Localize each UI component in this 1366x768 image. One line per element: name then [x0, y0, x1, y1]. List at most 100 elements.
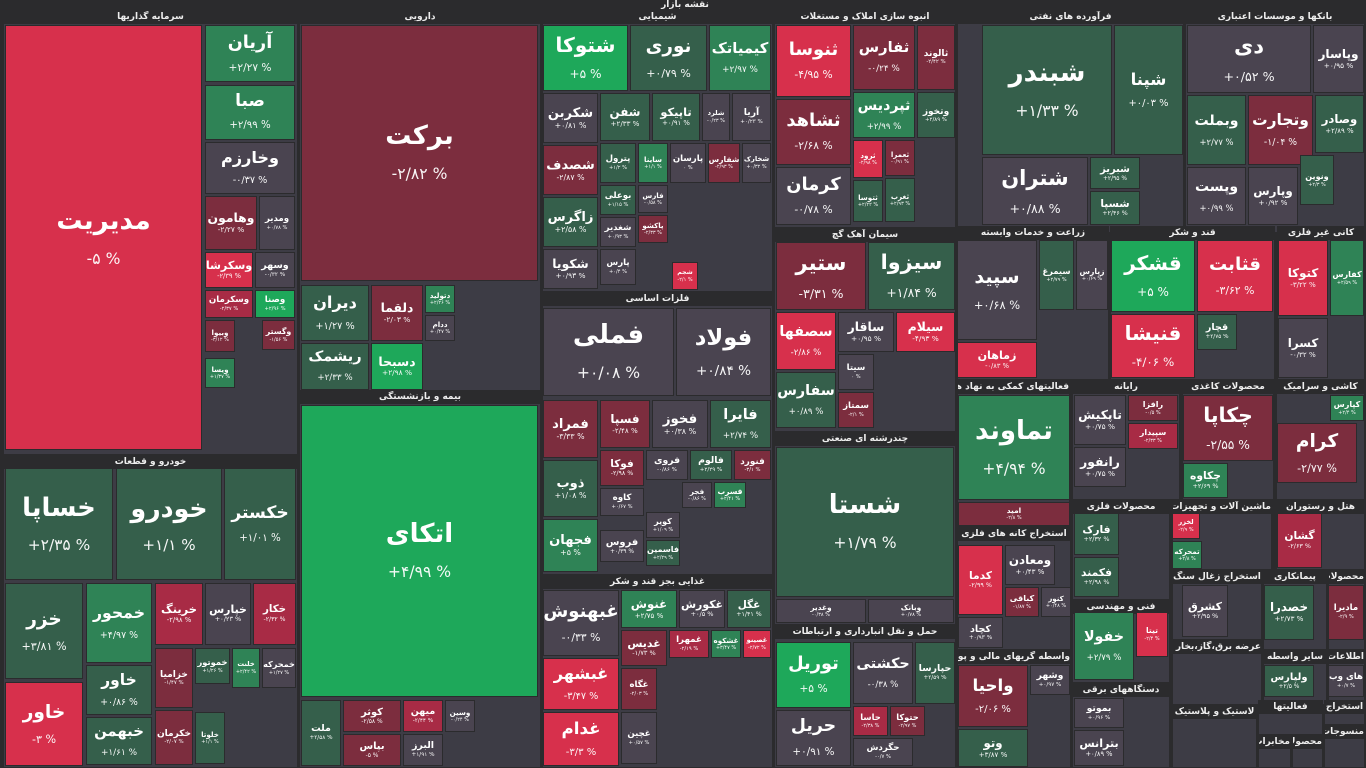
stock-tile: تیتا -۲/۴ %: [1136, 612, 1168, 657]
stock-tile: چکاپا -۲/۵۵ %: [1183, 395, 1273, 461]
stock-change: +۰/۹۶ %: [1087, 714, 1111, 721]
stock-change: -۴/۰۶ %: [1131, 355, 1175, 370]
stock-change: -۰/۹۱ %: [891, 159, 909, 166]
stock-name: ذوب: [556, 476, 585, 492]
sector-title: فرآورده های نفتی: [958, 11, 1183, 24]
stock-change: +۲/۷۹ %: [1046, 276, 1067, 283]
stock-change: -۳/۱۲ %: [211, 337, 229, 344]
stock-name: صبا: [235, 91, 265, 112]
stock-change: +۱/۲۶ %: [202, 667, 223, 674]
stock-tile: شکربن +۰/۸۱ %: [543, 93, 598, 143]
stock-change: -۳/۳ %: [565, 746, 597, 758]
stock-tile: واحیا -۲/۰۶ %: [958, 665, 1028, 727]
stock-tile: بپاس -۵ %: [343, 734, 401, 766]
stock-change: +۰/۵۲ %: [1223, 68, 1275, 84]
stock-name: فکمند: [1081, 565, 1112, 579]
stock-tile: ثالوند -۲/۴۲ %: [917, 25, 955, 90]
stock-change: +۰/۹۳ %: [555, 270, 586, 280]
stock-tile: سمتاز -۲/۱ %: [838, 392, 874, 428]
stock-name: شتوکا: [555, 33, 616, 58]
stock-tile: غدام -۳/۳ %: [543, 712, 619, 766]
stock-tile: خفولا +۲/۷۹ %: [1074, 612, 1134, 680]
stock-tile: وهامون -۲/۲۷ %: [205, 196, 257, 250]
stock-change: +۲/۶۹ %: [1192, 481, 1219, 490]
stock-name: کسرا: [1287, 335, 1319, 350]
stock-name: آریا: [743, 107, 760, 119]
stock-name: خساپا: [22, 492, 96, 523]
stock-tile: شسپا +۲/۴۶ %: [1090, 191, 1140, 225]
stock-name: کتوکا: [1287, 265, 1319, 280]
sector-title: استخراج: [1325, 701, 1364, 714]
stock-tile: خپارس +۰/۲۳ %: [205, 583, 251, 645]
stock-tile: شستا +۱/۷۹ %: [776, 447, 954, 597]
stock-change: -۲/۸ %: [1006, 515, 1022, 522]
stock-change: -۰/۸۶ %: [657, 466, 677, 473]
stock-name: خکرمان: [156, 729, 192, 740]
stock-name: سپیدار: [1139, 428, 1167, 438]
stock-change: -۱/۰۴ %: [1263, 137, 1298, 149]
stock-tile: ریشمک +۲/۳۳ %: [301, 343, 369, 390]
stock-change: +۵ %: [1137, 285, 1169, 300]
stock-tile: مادیرا -۲/۹ %: [1328, 585, 1364, 640]
stock-change: +۰/۸۸ %: [1009, 200, 1061, 216]
stock-name: قچار: [1205, 322, 1229, 334]
stock-tile: حتوکا -۲/۹۷ %: [890, 706, 925, 736]
stock-name: شسپا: [1100, 198, 1130, 211]
stock-name: کرام: [1295, 431, 1339, 452]
stock-change: -۰/۸۶ %: [688, 496, 706, 503]
stock-tile: سیلام -۴/۹۳ %: [896, 312, 955, 352]
stock-tile: حگردش -۰/۷ %: [853, 738, 913, 766]
stock-tile: خرینگ -۲/۹۸ %: [155, 583, 203, 645]
stock-tile: وغدیر -۰/۳۸ %: [776, 599, 866, 623]
stock-name: مدیریت: [56, 205, 151, 236]
stock-change: -۲/۳۸ %: [861, 722, 880, 729]
stock-change: +۲/۸۹ %: [925, 116, 947, 123]
stock-name: قنیشا: [1124, 321, 1182, 345]
stock-name: اتکای: [385, 519, 454, 550]
stock-tile: فروس +۰/۳۹ %: [600, 530, 644, 562]
stock-name: ساقار: [847, 320, 885, 335]
stock-tile: قچار +۲/۷۵ %: [1197, 314, 1237, 350]
stock-name: وبملت: [1194, 113, 1239, 130]
stock-name: وپاسار: [1318, 46, 1359, 61]
stock-change: +۲/۸ %: [1178, 556, 1196, 563]
stock-change: +۲/۵۸ %: [554, 224, 587, 234]
stock-change: -۵ %: [86, 249, 121, 268]
stock-name: فارک: [1082, 522, 1111, 536]
stock-tile: تمحرکه +۲/۸ %: [1172, 541, 1202, 569]
stock-tile: وگستر -۱/۵۶ %: [262, 320, 295, 350]
stock-change: +۰/۵ %: [690, 610, 714, 619]
stock-name: ملت: [311, 723, 331, 735]
stock-name: امید: [1006, 505, 1022, 515]
stock-name: وصادر: [1321, 112, 1358, 127]
stock-change: -۲/۰۳ %: [629, 690, 649, 697]
stock-tile: سیتا ۰ %: [838, 354, 874, 390]
stock-change: +۵ %: [569, 67, 602, 82]
stock-change: -۲/۸۷ %: [556, 172, 585, 182]
stock-change: -۳ %: [31, 732, 57, 746]
stock-tile: خکستر +۱/۰۱ %: [224, 468, 296, 580]
stock-change: +۲/۵۹ %: [1336, 279, 1358, 286]
stock-change: -۵ %: [365, 752, 379, 760]
stock-tile: تاپیکو +۰/۹۱ %: [652, 93, 700, 141]
stock-name: وخارزم: [221, 147, 279, 167]
stock-tile: ستیر -۳/۳۱ %: [776, 242, 866, 310]
stock-tile: کوثر -۲/۵۸ %: [343, 700, 401, 732]
stock-name: دلقما: [380, 301, 414, 316]
stock-name: وتجارت: [1252, 110, 1309, 129]
stock-tile: شلرد -۰/۲۳ %: [702, 93, 730, 141]
stock-tile: ومدیر +۰/۷۸ %: [259, 196, 295, 250]
stock-name: وصنا: [264, 294, 286, 305]
stock-name: وگستر: [265, 327, 292, 337]
stock-change: +۱/۳۳ %: [1015, 102, 1079, 121]
stock-change: +۲/۲۲ %: [857, 202, 879, 209]
stock-change: +۰/۷ %: [1336, 682, 1356, 689]
stock-change: +۰/۳۲ %: [746, 163, 767, 170]
stock-name: زپارس: [1079, 266, 1105, 276]
stock-change: +۰/۷۵ %: [1084, 421, 1116, 431]
stock-change: -۳/۱ %: [744, 466, 761, 473]
stock-change: -۳/۶۲ %: [1215, 284, 1255, 298]
stock-name: شصدف: [546, 157, 595, 173]
stock-change: -۰/۳۲ %: [264, 272, 286, 279]
stock-change: +۰/۳۹ %: [609, 548, 635, 556]
